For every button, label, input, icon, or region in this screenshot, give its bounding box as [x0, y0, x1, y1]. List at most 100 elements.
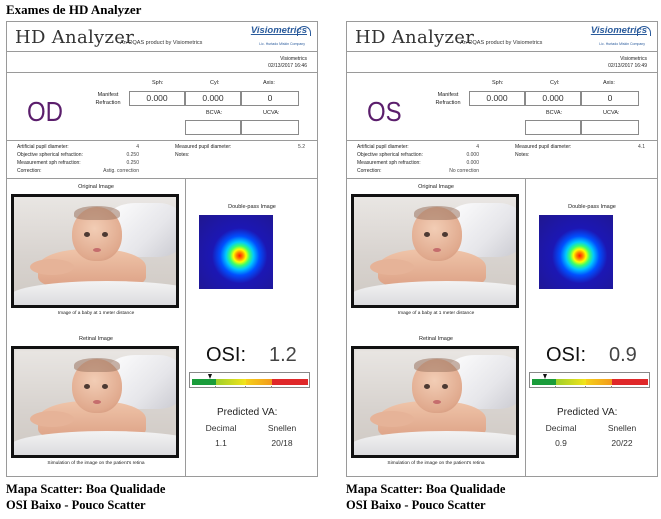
- correction-value: No correction: [449, 168, 479, 174]
- osi-label: OSI:: [546, 344, 587, 366]
- measured-pupil-label: Measured pupil diameter:: [515, 144, 572, 150]
- objective-sph-value: 0.000: [466, 152, 479, 158]
- divider: [7, 178, 317, 179]
- company-name: Visiometrics: [620, 56, 647, 62]
- osi-value: 0.9: [609, 344, 637, 366]
- app-title: HD Analyzer: [15, 27, 135, 48]
- objective-sph-value: 0.250: [126, 152, 139, 158]
- axis-label: Axis:: [603, 80, 615, 86]
- divider: [7, 72, 317, 73]
- retinal-image-caption: Simulation of the image on the patient's…: [47, 461, 145, 466]
- cyl-label: Cyl:: [550, 80, 560, 86]
- caption-line-2: OSI Baixo - Pouco Scatter: [6, 498, 146, 512]
- predicted-va-title: Predicted VA:: [217, 407, 278, 418]
- caption-left: Mapa Scatter: Boa Qualidade OSI Baixo - …: [6, 481, 165, 513]
- sph-value: 0.000: [469, 91, 525, 106]
- decimal-label: Decimal: [545, 423, 577, 433]
- artificial-pupil-value: 4: [476, 144, 479, 150]
- original-image-title: Original Image: [78, 184, 114, 190]
- artificial-pupil-label: Artificial pupil diameter:: [17, 144, 69, 150]
- measured-pupil-value: 5.2: [298, 144, 305, 150]
- retinal-image: [351, 346, 519, 458]
- column-divider: [185, 179, 186, 477]
- ucva-value: [581, 120, 639, 135]
- bcva-value: [525, 120, 581, 135]
- column-divider: [525, 179, 526, 477]
- notes-label: Notes:: [175, 152, 190, 158]
- original-image: [351, 194, 519, 308]
- osi-marker: [543, 374, 548, 379]
- caption-line-2: OSI Baixo - Pouco Scatter: [346, 498, 486, 512]
- eye-label: OS: [367, 97, 402, 129]
- ucva-label: UCVA:: [263, 110, 280, 116]
- company-name: Visiometrics: [280, 56, 307, 62]
- decimal-value: 0.9: [555, 438, 567, 448]
- exam-datetime: 02/13/2017 16:49: [608, 63, 647, 69]
- measurement-sph-value: 0.000: [466, 160, 479, 166]
- eye-label: OD: [27, 97, 63, 129]
- brand-arc-icon: [637, 26, 651, 36]
- artificial-pupil-label: Artificial pupil diameter:: [357, 144, 409, 150]
- snellen-value: 20/18: [271, 438, 293, 448]
- snellen-label: Snellen: [607, 423, 637, 433]
- sph-value: 0.000: [129, 91, 185, 106]
- page-title: Exames de HD Analyzer: [6, 2, 142, 17]
- bcva-value: [185, 120, 241, 135]
- retinal-image-title: Retinal Image: [419, 336, 453, 342]
- axis-value: 0: [241, 91, 299, 106]
- retinal-image-caption: Simulation of the image on the patient's…: [387, 461, 485, 466]
- divider: [7, 140, 317, 141]
- objective-sph-label: Objective spherical refraction:: [357, 152, 423, 158]
- osi-scale: [189, 372, 310, 388]
- cyl-value: 0.000: [525, 91, 581, 106]
- divider: [347, 140, 657, 141]
- measurement-sph-value: 0.250: [126, 160, 139, 166]
- measurement-sph-label: Measurement sph refraction:: [17, 160, 81, 166]
- measured-pupil-value: 4.1: [638, 144, 645, 150]
- axis-label: Axis:: [263, 80, 275, 86]
- decimal-value: 1.1: [215, 438, 227, 448]
- report-os: HD Analyzer An OQAS product by Visiometr…: [346, 21, 658, 477]
- manifest-refraction-label: Manifest Refraction: [435, 92, 461, 106]
- ucva-label: UCVA:: [603, 110, 620, 116]
- osi-label: OSI:: [206, 344, 247, 366]
- brand-subtitle: Lic. Hurtado Miskin Company: [599, 42, 645, 46]
- decimal-label: Decimal: [205, 423, 237, 433]
- correction-label: Correction:: [357, 168, 382, 174]
- app-subtitle: An OQAS product by Visiometrics: [120, 40, 203, 46]
- sph-label: Sph:: [152, 80, 164, 86]
- double-pass-title: Double-pass Image: [568, 204, 616, 210]
- ucva-value: [241, 120, 299, 135]
- correction-value: Astig. correction: [103, 168, 139, 174]
- report-header: HD Analyzer An OQAS product by Visiometr…: [347, 22, 657, 52]
- snellen-label: Snellen: [267, 423, 297, 433]
- retinal-image: [11, 346, 179, 458]
- double-pass-image: [199, 215, 273, 289]
- original-image-caption: Image of a baby at 1 meter distance: [397, 311, 475, 316]
- brand-logo: Visiometrics: [250, 25, 307, 36]
- divider: [347, 72, 657, 73]
- axis-value: 0: [581, 91, 639, 106]
- cyl-label: Cyl:: [210, 80, 220, 86]
- retinal-image-title: Retinal Image: [79, 336, 113, 342]
- notes-label: Notes:: [515, 152, 530, 158]
- sph-label: Sph:: [492, 80, 504, 86]
- brand-arc-icon: [297, 26, 311, 36]
- caption-line-1: Mapa Scatter: Boa Qualidade: [6, 482, 166, 496]
- snellen-value: 20/22: [611, 438, 633, 448]
- correction-label: Correction:: [17, 168, 42, 174]
- osi-value: 1.2: [269, 344, 297, 366]
- bcva-label: BCVA:: [546, 110, 563, 116]
- brand-subtitle: Lic. Hurtado Miskin Company: [259, 42, 305, 46]
- original-image-caption: Image of a baby at 1 meter distance: [57, 311, 135, 316]
- objective-sph-label: Objective spherical refraction:: [17, 152, 83, 158]
- bcva-label: BCVA:: [206, 110, 223, 116]
- report-header: HD Analyzer An OQAS product by Visiometr…: [7, 22, 317, 52]
- manifest-refraction-label: Manifest Refraction: [95, 92, 121, 106]
- caption-line-1: Mapa Scatter: Boa Qualidade: [346, 482, 506, 496]
- brand-logo: Visiometrics: [590, 25, 647, 36]
- report-od: HD Analyzer An OQAS product by Visiometr…: [6, 21, 318, 477]
- app-title: HD Analyzer: [355, 27, 475, 48]
- exam-datetime: 02/13/2017 16:46: [268, 63, 307, 69]
- osi-marker: [207, 374, 212, 379]
